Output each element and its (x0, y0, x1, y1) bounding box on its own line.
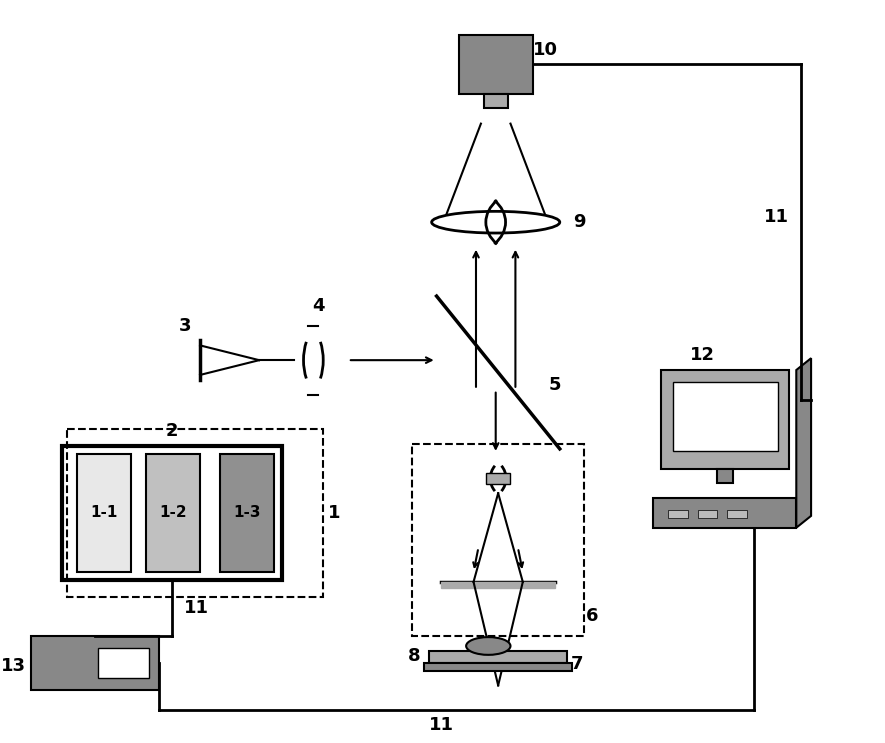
Bar (146, 454, 200, 572)
Text: 1-3: 1-3 (233, 505, 260, 520)
Bar (30, 636, 158, 690)
Text: 4: 4 (312, 297, 325, 315)
Bar (67, 429, 323, 597)
Bar (487, 473, 510, 484)
Bar (442, 582, 555, 588)
Bar (697, 510, 718, 518)
Polygon shape (796, 358, 811, 528)
Bar (97, 648, 149, 678)
Text: 1: 1 (328, 504, 341, 522)
Bar (718, 469, 734, 484)
Bar (661, 370, 789, 469)
Bar (429, 651, 567, 663)
Text: 12: 12 (690, 346, 715, 364)
Bar (77, 454, 131, 572)
Bar (458, 35, 533, 94)
Bar (673, 382, 778, 451)
Bar (412, 444, 584, 636)
Bar (653, 498, 796, 528)
Text: 3: 3 (179, 317, 191, 334)
Bar (219, 454, 274, 572)
Circle shape (68, 652, 92, 675)
Bar (424, 663, 572, 671)
Text: 11: 11 (184, 599, 209, 617)
Text: 11: 11 (429, 716, 454, 734)
Bar (62, 446, 281, 580)
Text: 10: 10 (533, 41, 558, 59)
Text: 11: 11 (765, 208, 789, 227)
Text: 2: 2 (165, 422, 178, 440)
Text: 6: 6 (586, 608, 598, 626)
Text: 13: 13 (1, 657, 26, 675)
Bar (484, 94, 507, 108)
Ellipse shape (466, 637, 511, 655)
Circle shape (41, 652, 64, 675)
Bar (727, 510, 747, 518)
Text: 5: 5 (549, 376, 561, 394)
Text: 9: 9 (573, 213, 586, 231)
Text: 1-2: 1-2 (159, 505, 187, 520)
Text: 7: 7 (571, 655, 583, 672)
Text: 8: 8 (408, 647, 420, 665)
Bar (668, 510, 688, 518)
Text: 1-1: 1-1 (90, 505, 118, 520)
